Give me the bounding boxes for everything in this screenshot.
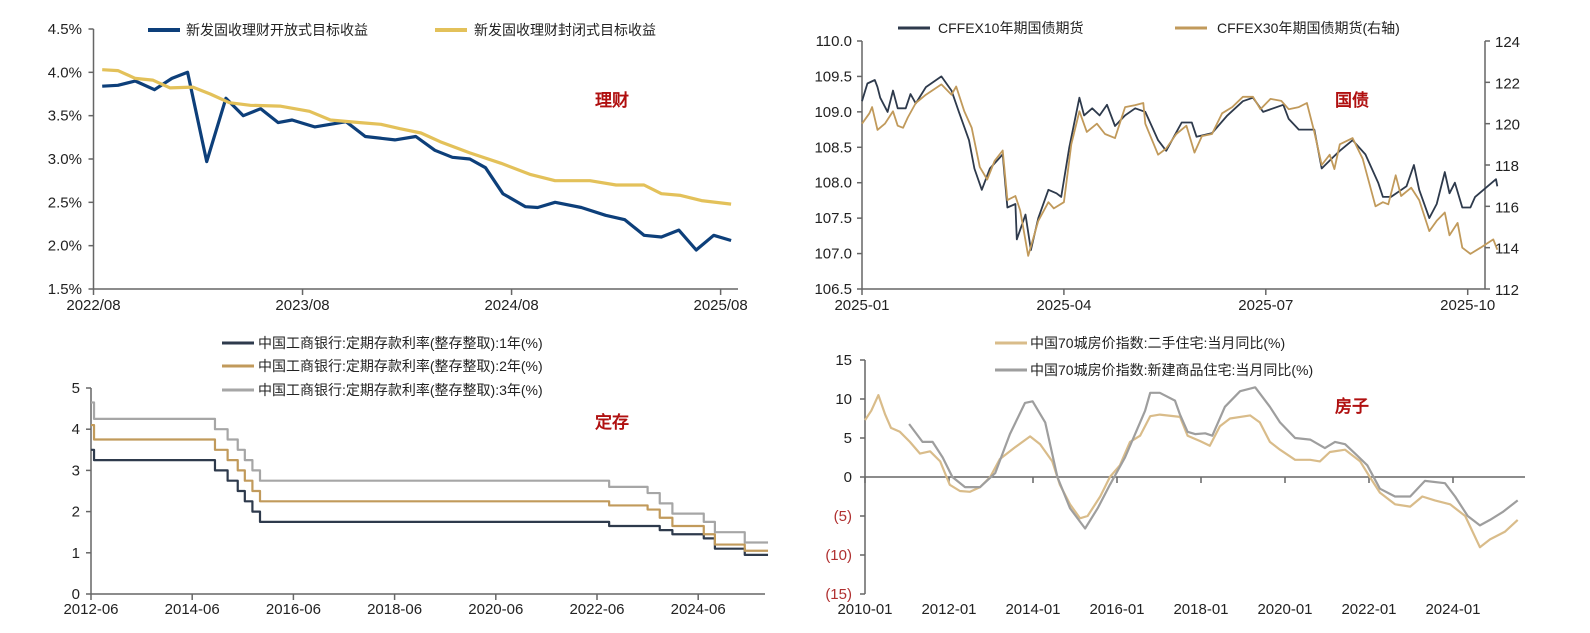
y-tick-label: 5 xyxy=(72,380,80,397)
y-tick-label: 106.5 xyxy=(814,281,852,298)
y2-tick-label: 124 xyxy=(1495,34,1520,51)
x-tick-label: 2020-06 xyxy=(468,601,523,618)
y-tick-label: 0 xyxy=(72,586,80,603)
y-tick-label: 108.0 xyxy=(814,175,852,192)
y-tick-label: 15 xyxy=(835,352,852,369)
series-line-0 xyxy=(91,448,769,556)
x-tick-label: 2016-06 xyxy=(266,601,321,618)
y2-tick-label: 120 xyxy=(1495,117,1520,134)
legend-label: 新发固收理财封闭式目标收益 xyxy=(474,22,656,38)
x-tick-label: 2022/08 xyxy=(66,297,120,314)
x-tick-label: 2022-06 xyxy=(569,601,624,618)
y-tick-label: 5 xyxy=(844,430,852,447)
y2-tick-label: 114 xyxy=(1495,241,1519,258)
y-tick-label: 3 xyxy=(72,462,80,479)
series-line-1 xyxy=(861,83,1499,257)
y-tick-label: 4.0% xyxy=(48,64,82,81)
y-tick-label: 108.5 xyxy=(814,139,852,156)
x-tick-label: 2016-01 xyxy=(1089,601,1144,618)
legend-label: CFFEX10年期国债期货 xyxy=(938,20,1083,36)
x-tick-label: 2018-06 xyxy=(367,601,422,618)
y-tick-label: 1.5% xyxy=(48,281,82,298)
y-tick-label: 110.0 xyxy=(816,33,852,50)
y-tick-label: 3.0% xyxy=(48,151,82,168)
y-tick-label: 4 xyxy=(72,421,80,438)
series-line-2 xyxy=(91,401,769,544)
legend-label: 新发固收理财开放式目标收益 xyxy=(186,22,368,38)
y-tick-label: 107.5 xyxy=(814,210,852,227)
y-tick-label: 109.5 xyxy=(814,68,852,85)
series-line-0 xyxy=(864,394,1519,549)
legend-label: 中国工商银行:定期存款利率(整存整取):1年(%) xyxy=(258,335,543,351)
y-tick-label: 0 xyxy=(844,469,852,486)
x-tick-label: 2014-06 xyxy=(165,601,220,618)
x-tick-label: 2012-01 xyxy=(921,601,976,618)
y-tick-label: 109.0 xyxy=(814,104,852,121)
x-tick-label: 2024-01 xyxy=(1425,601,1480,618)
chart-tag-label: 理财 xyxy=(595,90,629,110)
y-tick-label: 2.5% xyxy=(48,194,82,211)
x-tick-label: 2012-06 xyxy=(63,601,118,618)
y-tick-label: 107.0 xyxy=(814,246,852,263)
y2-tick-label: 116 xyxy=(1495,199,1519,216)
series-line-0 xyxy=(861,75,1499,251)
legend-label: 中国70城房价指数:新建商品住宅:当月同比(%) xyxy=(1030,362,1313,378)
x-tick-label: 2022-01 xyxy=(1341,601,1396,618)
chart-wealth: 4.5% 4.0% 3.5% 3.0% 2.5% 2.0% 1.5%2022/08 2023/… xyxy=(48,21,748,314)
x-tick-label: 2018-01 xyxy=(1173,601,1228,618)
x-tick-label: 2025-10 xyxy=(1440,297,1495,314)
legend-label: CFFEX30年期国债期货(右轴) xyxy=(1217,20,1400,36)
x-tick-label: 2025/08 xyxy=(694,297,748,314)
chart-bond: 110.0 109.5 109.0 108.5 108.0 107.5 107.0 106.5… xyxy=(814,20,1520,314)
series-line-1 xyxy=(908,386,1519,530)
y-tick-label: 2.0% xyxy=(48,238,82,255)
x-tick-label: 2010-01 xyxy=(837,601,892,618)
x-tick-label: 2024/08 xyxy=(484,297,538,314)
y-tick-label: (15) xyxy=(825,586,852,603)
chart-tag-label: 国债 xyxy=(1335,90,1369,110)
series-line-1 xyxy=(91,423,769,552)
y-tick-label: (5) xyxy=(834,508,852,525)
series-line-0 xyxy=(102,70,732,252)
x-tick-label: 2025-04 xyxy=(1036,297,1091,314)
x-tick-label: 2023/08 xyxy=(275,297,329,314)
y-tick-label: 10 xyxy=(835,391,852,408)
x-tick-label: 2020-01 xyxy=(1257,601,1312,618)
x-tick-label: 2025-01 xyxy=(834,297,889,314)
legend-label: 中国工商银行:定期存款利率(整存整取):3年(%) xyxy=(258,382,543,398)
y2-tick-label: 122 xyxy=(1495,75,1520,92)
y-tick-label: 3.5% xyxy=(48,108,82,125)
series-line-1 xyxy=(102,68,732,206)
y2-tick-label: 118 xyxy=(1495,158,1519,175)
y-tick-label: 1 xyxy=(72,545,80,562)
x-tick-label: 2014-01 xyxy=(1005,601,1060,618)
y2-tick-label: 112 xyxy=(1495,282,1519,299)
y-tick-label: 2 xyxy=(72,504,80,521)
chart-housing: 15 10 5 0 (5) (10) (15)2010-01 2012-01 2014-01 20… xyxy=(825,335,1525,618)
y-tick-label: 4.5% xyxy=(48,21,82,38)
legend-label: 中国工商银行:定期存款利率(整存整取):2年(%) xyxy=(258,358,543,374)
chart-tag-label: 房子 xyxy=(1335,396,1369,416)
x-tick-label: 2024-06 xyxy=(671,601,726,618)
x-tick-label: 2025-07 xyxy=(1238,297,1293,314)
legend-label: 中国70城房价指数:二手住宅:当月同比(%) xyxy=(1030,335,1285,351)
y-tick-label: (10) xyxy=(825,547,852,564)
chart-tag-label: 定存 xyxy=(595,412,629,432)
